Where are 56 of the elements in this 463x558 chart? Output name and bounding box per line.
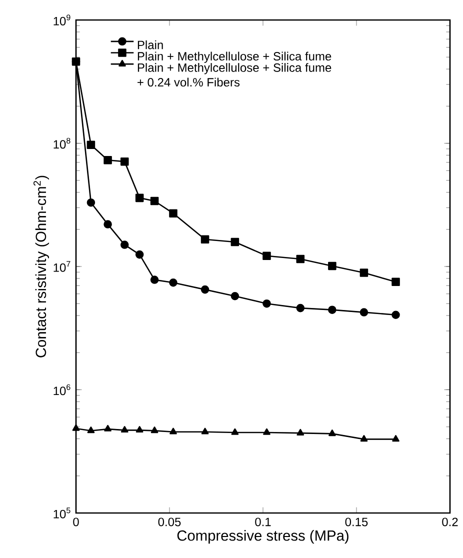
y-tick-label: 10$^{8}$ <box>54 138 70 149</box>
point <box>392 278 400 286</box>
point <box>87 426 95 434</box>
y-tick-label: 10$^{5}$ <box>54 508 70 518</box>
point <box>296 304 305 312</box>
y-axis-title: Contact rsistivity (Ohm-cm$^{2}$) <box>34 176 50 358</box>
x-tick-label: 0 <box>73 518 79 526</box>
point <box>136 250 144 259</box>
point <box>230 292 240 300</box>
point <box>262 299 271 308</box>
x-tick-label: 0.1 <box>255 518 271 526</box>
point <box>136 194 144 202</box>
point <box>72 57 80 66</box>
point <box>360 435 368 442</box>
y-tick-label: 10$^{7}$ <box>54 261 70 272</box>
point <box>360 268 368 277</box>
x-tick-label: 0.05 <box>158 518 181 526</box>
y-tick-label: 10$^{6}$ <box>54 384 70 396</box>
point <box>328 262 336 270</box>
point <box>392 435 400 442</box>
point <box>263 428 271 435</box>
point <box>170 428 178 434</box>
point <box>121 426 128 433</box>
point <box>120 157 129 166</box>
point <box>169 209 178 218</box>
x-axis-title: Compressive stress (MPa) <box>177 530 349 544</box>
point <box>72 424 80 431</box>
point <box>231 428 239 435</box>
point <box>262 252 271 260</box>
point <box>360 308 368 316</box>
point <box>120 240 129 249</box>
point <box>136 426 144 433</box>
point <box>392 310 400 320</box>
point <box>150 196 159 206</box>
point <box>230 238 240 246</box>
point <box>169 278 178 287</box>
x-tick-label: 0.2 <box>442 518 458 526</box>
point <box>328 306 336 314</box>
point <box>104 220 112 228</box>
point <box>296 254 305 264</box>
x-tick-label: 0.15 <box>345 518 368 526</box>
point <box>201 285 210 294</box>
point <box>104 424 112 432</box>
point <box>86 140 96 150</box>
point <box>201 235 210 244</box>
point <box>201 428 209 434</box>
legend-label: Plain <box>138 40 163 50</box>
y-tick-label: 10$^{9}$ <box>54 14 70 26</box>
legend-label: Plain + Methylcellulose + Silica fume + 0.24 vol.% Fibers <box>138 63 332 87</box>
legend-label: Plain + Methylcellulose + Silica fume <box>138 52 332 63</box>
point <box>104 156 112 164</box>
point <box>328 430 336 436</box>
point <box>86 198 96 207</box>
point <box>150 276 159 284</box>
point <box>150 426 158 434</box>
point <box>296 428 304 436</box>
